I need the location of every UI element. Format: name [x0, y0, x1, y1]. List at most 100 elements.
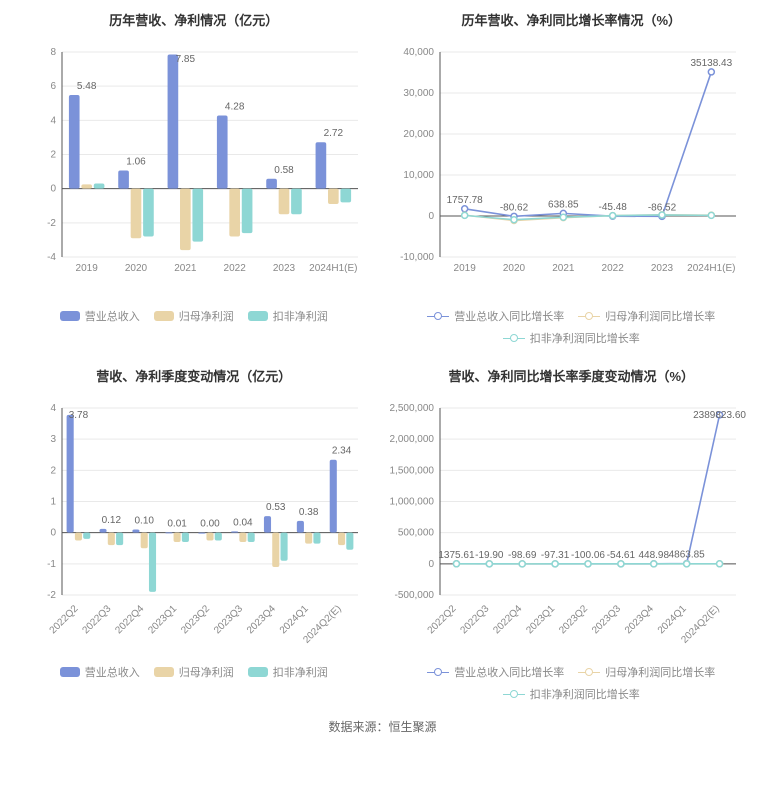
value-label: -97.31 [540, 550, 569, 561]
chart-title: 营收、净利同比增长率季度变动情况（%） [448, 366, 694, 385]
svg-text:0: 0 [428, 211, 434, 222]
bar [328, 189, 339, 204]
bar [132, 530, 139, 533]
value-label: 2.34 [332, 446, 352, 457]
svg-text:2,500,000: 2,500,000 [389, 403, 434, 414]
value-label: 0.58 [274, 165, 294, 176]
bar [94, 184, 105, 189]
x-tick-label: 2023 [650, 263, 673, 274]
x-tick-label: 2019 [76, 263, 99, 274]
svg-text:-500,000: -500,000 [394, 590, 434, 601]
legend-item: 营业总收入 [60, 308, 140, 324]
value-label: -45.48 [598, 202, 627, 213]
panel-annual-values: 历年营收、净利情况（亿元） -4-2024685.481.067.854.280… [10, 10, 378, 346]
bar [141, 533, 148, 549]
legend-item: 营业总收入同比增长率 [427, 664, 564, 680]
bar [143, 189, 154, 237]
legend-label: 营业总收入 [85, 664, 140, 680]
bar [297, 521, 304, 533]
series-marker [453, 561, 459, 567]
svg-text:-2: -2 [47, 218, 56, 229]
legend-label: 扣非净利润同比增长率 [530, 330, 640, 346]
svg-text:20,000: 20,000 [403, 129, 434, 140]
series-line [464, 72, 711, 216]
bar [75, 533, 82, 541]
value-label: -100.06 [571, 550, 605, 561]
bar [272, 533, 279, 567]
svg-text:-1: -1 [47, 559, 56, 570]
x-tick-label: 2021 [174, 263, 197, 274]
value-label: 2389823.60 [693, 410, 746, 421]
x-tick-label: 2021 [552, 263, 575, 274]
svg-text:30,000: 30,000 [403, 88, 434, 99]
bar [168, 55, 179, 189]
legend-label: 扣非净利润同比增长率 [530, 686, 640, 702]
series-marker [585, 561, 591, 567]
legend-bl: 营业总收入 归母净利润扣非净利润 [60, 664, 328, 680]
legend-br: 营业总收入同比增长率 归母净利润同比增长率扣非净利润同比增长率 [388, 664, 756, 702]
bar [217, 116, 228, 189]
bar [264, 516, 271, 533]
legend-label: 归母净利润 [179, 308, 234, 324]
legend-item: 扣非净利润 [248, 664, 328, 680]
series-marker [511, 217, 517, 223]
svg-text:-2: -2 [47, 590, 56, 601]
series-marker [650, 561, 656, 567]
legend-swatch [154, 311, 174, 321]
svg-text:4: 4 [50, 403, 56, 414]
x-tick-label: 2022Q2 [425, 603, 458, 636]
legend-swatch [60, 311, 80, 321]
legend-tr: 营业总收入同比增长率 归母净利润同比增长率扣非净利润同比增长率 [388, 308, 756, 346]
x-tick-label: 2024Q1 [655, 603, 688, 636]
value-label: -80.62 [499, 202, 528, 213]
svg-text:10,000: 10,000 [403, 170, 434, 181]
legend-label: 归母净利润 [179, 664, 234, 680]
bar [239, 533, 246, 542]
value-label: 1757.78 [446, 195, 483, 206]
x-tick-label: 2020 [502, 263, 525, 274]
bar [231, 531, 238, 532]
value-label: 5.48 [77, 81, 97, 92]
value-label: 3.78 [69, 410, 89, 421]
bar [81, 184, 92, 188]
bar [182, 533, 189, 542]
value-label: 0.00 [200, 519, 220, 530]
value-label: -54.61 [606, 550, 635, 561]
legend-marker [578, 311, 600, 321]
svg-text:0: 0 [50, 184, 56, 195]
bar [266, 179, 277, 189]
bar [316, 142, 327, 188]
bar [99, 529, 106, 533]
legend-item: 归母净利润同比增长率 [578, 664, 715, 680]
value-label: 0.10 [134, 516, 154, 527]
x-tick-label: 2024Q1 [278, 603, 311, 636]
x-tick-label: 2024H1(E) [687, 263, 735, 274]
legend-marker [427, 311, 449, 321]
bar [192, 189, 203, 242]
value-label: -19.90 [475, 550, 504, 561]
bar [313, 533, 320, 544]
x-tick-label: 2022Q4 [491, 603, 524, 636]
legend-label: 归母净利润同比增长率 [605, 664, 715, 680]
value-label: 4.28 [225, 102, 245, 113]
value-label: 0.04 [233, 517, 253, 528]
legend-label: 归母净利润同比增长率 [605, 308, 715, 324]
panel-annual-growth: 历年营收、净利同比增长率情况（%） -10,000010,00020,00030… [388, 10, 756, 346]
series-marker [560, 214, 566, 220]
svg-text:500,000: 500,000 [397, 528, 434, 539]
chart-area-tr: -10,000 0 10,000 20,000 30,000 40,000 1757.78 -… [388, 37, 756, 302]
bar [198, 533, 205, 534]
x-tick-label: 2019 [453, 263, 476, 274]
svg-text:2,000,000: 2,000,000 [389, 434, 434, 445]
series-marker [486, 561, 492, 567]
legend-item: 扣非净利润 [248, 308, 328, 324]
bar [248, 533, 255, 542]
bar [346, 533, 353, 550]
bar [242, 189, 253, 233]
legend-label: 营业总收入同比增长率 [454, 308, 564, 324]
svg-text:40,000: 40,000 [403, 47, 434, 58]
svg-text:0: 0 [50, 528, 56, 539]
svg-text:-10,000: -10,000 [400, 252, 434, 263]
legend-marker [503, 689, 525, 699]
legend-marker [503, 333, 525, 343]
